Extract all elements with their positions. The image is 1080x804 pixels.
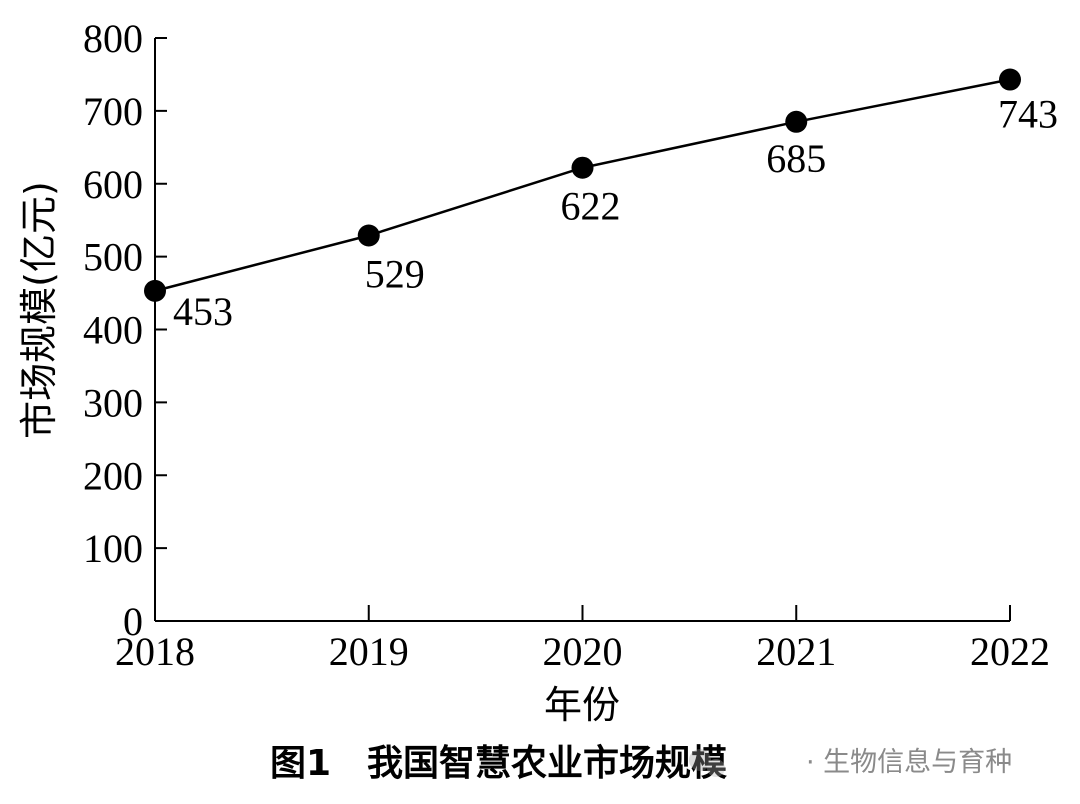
- data-point: [571, 156, 594, 179]
- series-line: [144, 68, 1021, 302]
- y-tick-label: 600: [83, 162, 143, 207]
- x-tick-label: 2022: [970, 629, 1050, 674]
- data-labels: 453 529 622 685 743: [173, 92, 1058, 334]
- data-point: [785, 110, 808, 133]
- x-tick-label: 2018: [115, 629, 195, 674]
- watermark: · 生物信息与育种: [689, 747, 1012, 778]
- data-label: 453: [173, 289, 233, 334]
- data-point: [144, 279, 166, 302]
- y-axis: 0 100 200 300 400 500 600 700 800: [83, 16, 167, 644]
- y-axis-title: 市场规模(亿元): [17, 181, 61, 439]
- watermark-text: · 生物信息与育种: [806, 747, 1012, 778]
- y-tick-label: 700: [83, 89, 143, 134]
- y-tick-label: 0: [123, 599, 143, 644]
- chart-caption: 图1 我国智慧农业市场规模: [270, 743, 727, 784]
- data-label: 529: [365, 251, 425, 296]
- data-label: 743: [998, 92, 1058, 137]
- x-tick-label: 2021: [756, 629, 836, 674]
- x-axis: 2018 2019 2020 2021 2022: [115, 605, 1050, 674]
- x-tick-label: 2020: [543, 629, 623, 674]
- x-axis-title: 年份: [544, 683, 620, 727]
- data-label: 622: [561, 184, 621, 229]
- y-tick-label: 100: [83, 526, 143, 571]
- y-tick-label: 400: [83, 308, 143, 353]
- wechat-icon: [689, 749, 725, 777]
- y-tick-label: 500: [83, 235, 143, 280]
- x-tick-label: 2019: [329, 629, 409, 674]
- y-tick-label: 800: [83, 16, 143, 61]
- data-point: [999, 68, 1021, 91]
- y-tick-label: 300: [83, 380, 143, 425]
- data-label: 685: [766, 136, 826, 181]
- data-point: [357, 224, 380, 247]
- y-tick-label: 200: [83, 453, 143, 498]
